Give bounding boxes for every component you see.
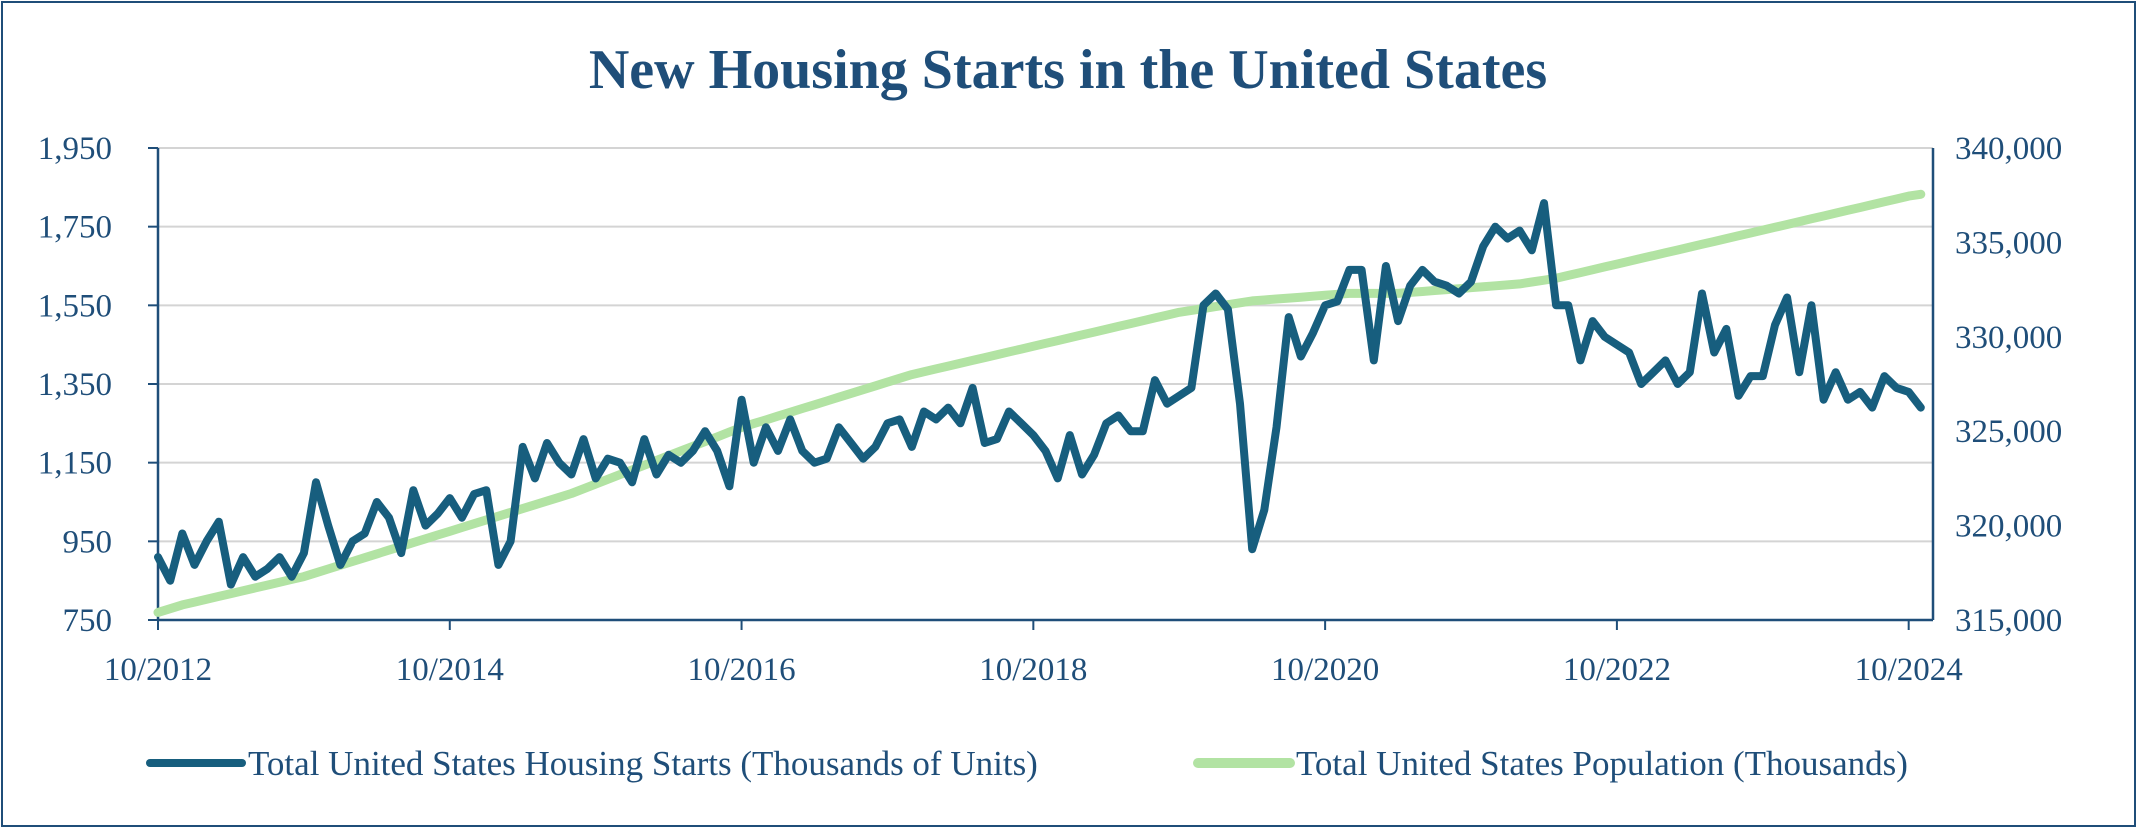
- right-y-tick-label: 335,000: [1955, 225, 2062, 261]
- left-y-tick-label: 1,350: [38, 367, 112, 403]
- left-y-tick-label: 1,150: [38, 446, 112, 482]
- left-y-tick-label: 1,750: [38, 210, 112, 246]
- right-y-tick-label: 315,000: [1955, 603, 2062, 639]
- gridlines: [158, 147, 1933, 543]
- left-y-axis-ticks: 750 950 1,150 1,350 1,550 1,750 1,950: [38, 131, 112, 639]
- x-tick-label: 10/2022: [1563, 652, 1671, 688]
- legend-label-population: Total United States Population (Thousand…: [1296, 744, 1908, 783]
- left-y-tick-label: 750: [63, 603, 113, 639]
- right-y-tick-label: 320,000: [1955, 509, 2062, 545]
- population-line: [153, 189, 1926, 617]
- x-tick-label: 10/2018: [979, 652, 1087, 688]
- x-tick-label: 10/2014: [396, 652, 504, 688]
- right-y-tick-label: 330,000: [1955, 320, 2062, 356]
- housing-starts-line: [154, 199, 1925, 589]
- left-y-tick-label: 1,550: [38, 288, 112, 324]
- axes: [148, 147, 1935, 630]
- x-tick-label: 10/2016: [687, 652, 795, 688]
- left-y-tick-label: 1,950: [38, 131, 112, 167]
- x-tick-label: 10/2012: [104, 652, 212, 688]
- right-y-tick-label: 325,000: [1955, 414, 2062, 450]
- x-axis-ticks: 10/2012 10/2014 10/2016 10/2018 10/2020 10/20…: [104, 652, 1963, 688]
- right-y-axis-ticks: 315,000 320,000 325,000 330,000 335,000 340,0…: [1955, 131, 2062, 639]
- legend-label-housing: Total United States Housing Starts (Thou…: [248, 744, 1038, 783]
- right-y-tick-label: 340,000: [1955, 131, 2062, 167]
- legend: Total United States Housing Starts (Thou…: [146, 744, 1908, 783]
- x-tick-label: 10/2024: [1855, 652, 1963, 688]
- left-y-tick-label: 950: [63, 524, 113, 560]
- chart-title: New Housing Starts in the United States: [589, 39, 1547, 101]
- series-lines: [153, 189, 1926, 617]
- x-tick-label: 10/2020: [1271, 652, 1379, 688]
